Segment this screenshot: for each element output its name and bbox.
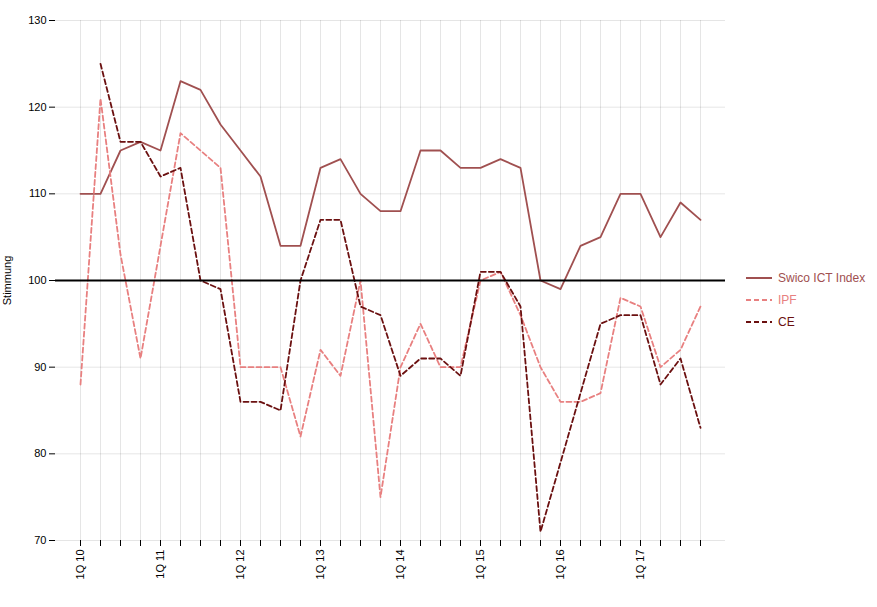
svg-text:90: 90 [34,361,46,373]
svg-text:130: 130 [28,14,46,26]
svg-text:1Q 17: 1Q 17 [634,550,646,580]
svg-text:1Q 16: 1Q 16 [554,550,566,580]
html-text:CE: CE [778,315,795,329]
svg-text:80: 80 [34,447,46,459]
html-text:IPF: IPF [778,293,797,307]
svg-text:120: 120 [28,101,46,113]
svg-text:100: 100 [28,274,46,286]
html-text:Swico ICT Index: Swico ICT Index [778,271,866,285]
svg-text:1Q 12: 1Q 12 [234,550,246,580]
svg-text:1Q 11: 1Q 11 [154,550,166,579]
svg-text:1Q 13: 1Q 13 [314,550,326,580]
svg-text:110: 110 [29,187,47,199]
svg-text:Stimmung: Stimmung [1,256,13,306]
svg-text:1Q 15: 1Q 15 [474,550,486,580]
svg-text:1Q 10: 1Q 10 [74,550,86,580]
svg-text:70: 70 [34,534,46,546]
svg-text:1Q 14: 1Q 14 [394,550,406,580]
